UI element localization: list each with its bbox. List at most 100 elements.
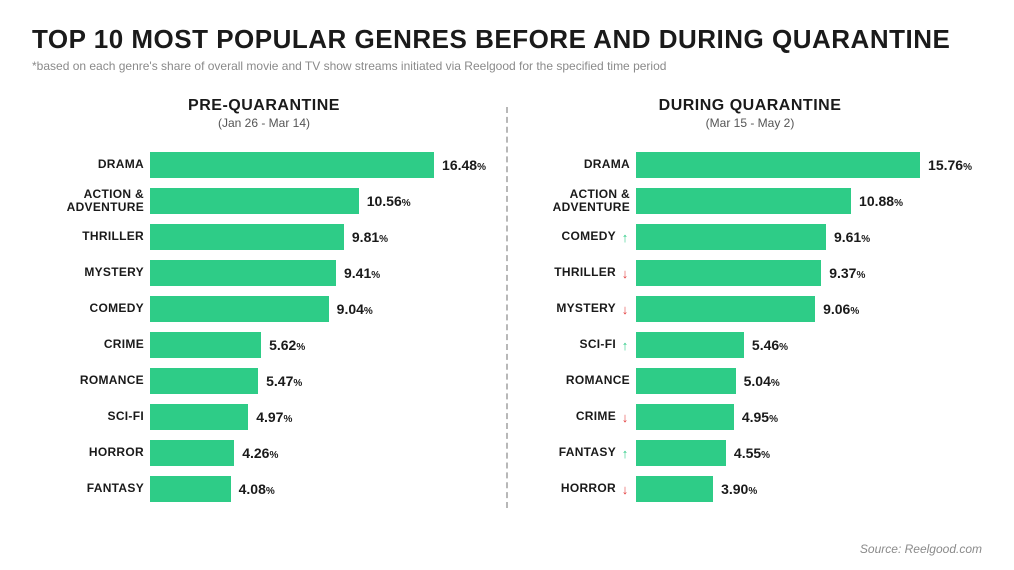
bar [636, 188, 851, 214]
bar-label: MYSTERY [84, 266, 144, 279]
arrow-up-icon: ↑ [620, 231, 630, 244]
bar-label: COMEDY [90, 302, 144, 315]
bar [636, 224, 826, 250]
bar-label-wrap: HORROR↓ [528, 482, 636, 495]
bar-row: HORROR↓ 3.90% [528, 472, 972, 506]
bar-row: CRIME↓ 4.95% [528, 400, 972, 434]
bar-value: 9.61% [834, 229, 870, 245]
bar-label: FANTASY [559, 446, 616, 459]
bar-value: 4.26% [242, 445, 278, 461]
bar-value: 4.95% [742, 409, 778, 425]
bar-value: 4.97% [256, 409, 292, 425]
bar [636, 152, 920, 178]
bar-label: ROMANCE [566, 374, 630, 387]
bar-label: THRILLER [554, 266, 616, 279]
bar-label-wrap: MYSTERY [42, 266, 150, 279]
bar-label: ACTION &ADVENTURE [553, 188, 630, 214]
arrow-down-icon: ↓ [620, 483, 630, 496]
bar-row: THRILLER ↓ 9.37% [528, 256, 972, 290]
bar-row: FANTASY 4.08% [42, 472, 486, 506]
bar-track: 16.48% [150, 152, 486, 178]
bar [150, 440, 234, 466]
bar-label-wrap: THRILLER ↓ [528, 266, 636, 279]
arrow-down-icon: ↓ [620, 267, 630, 280]
panel-during: DURING QUARANTINE (Mar 15 - May 2) DRAMA… [518, 97, 982, 508]
bar-row: ACTION &ADVENTURE 10.88% [528, 184, 972, 218]
bar-rows: DRAMA 15.76%ACTION &ADVENTURE 10.88% COMEDY… [528, 148, 972, 506]
bar-row: COMEDY ↑ 9.61% [528, 220, 972, 254]
bar [150, 296, 329, 322]
bar-label: ACTION &ADVENTURE [67, 188, 144, 214]
bar-value: 5.62% [269, 337, 305, 353]
bar [636, 332, 744, 358]
bar-label-wrap: SCI-FI↑ [528, 338, 636, 351]
bar-row: THRILLER9.81% [42, 220, 486, 254]
bar-value: 9.04% [337, 301, 373, 317]
bar-row: MYSTERY ↓ 9.06% [528, 292, 972, 326]
bar-value: 16.48% [442, 157, 486, 173]
bar-track: 4.97% [150, 404, 486, 430]
bar-track: 5.04% [636, 368, 972, 394]
bar-label-wrap: MYSTERY ↓ [528, 302, 636, 315]
bar-row: COMEDY 9.04% [42, 292, 486, 326]
bar [636, 260, 821, 286]
bar-track: 15.76% [636, 152, 972, 178]
arrow-up-icon: ↑ [620, 339, 630, 352]
bar [150, 332, 261, 358]
bar-row: HORROR 4.26% [42, 436, 486, 470]
bar-track: 4.55% [636, 440, 972, 466]
bar-label: SCI-FI [108, 410, 144, 423]
bar-value: 10.88% [859, 193, 903, 209]
arrow-down-icon: ↓ [620, 303, 630, 316]
bar-label-wrap: SCI-FI [42, 410, 150, 423]
bar-value: 9.06% [823, 301, 859, 317]
bar-track: 9.06% [636, 296, 972, 322]
bar-value: 5.46% [752, 337, 788, 353]
bar [150, 404, 248, 430]
bar-label: DRAMA [98, 158, 144, 171]
bar-track: 5.62% [150, 332, 486, 358]
bar-value: 5.04% [744, 373, 780, 389]
bar-track: 9.04% [150, 296, 486, 322]
bar-track: 5.47% [150, 368, 486, 394]
bar [150, 260, 336, 286]
bar-track: 9.61% [636, 224, 972, 250]
bar-label-wrap: COMEDY ↑ [528, 230, 636, 243]
bar [150, 224, 344, 250]
bar-track: 10.56% [150, 188, 486, 214]
bar [150, 476, 231, 502]
bar [636, 404, 734, 430]
bar-track: 9.81% [150, 224, 486, 250]
bar-value: 4.55% [734, 445, 770, 461]
bar-label: COMEDY [562, 230, 616, 243]
bar-label: CRIME [104, 338, 144, 351]
bar-label-wrap: DRAMA [528, 158, 636, 171]
panels-container: PRE-QUARANTINE (Jan 26 - Mar 14) DRAMA16… [32, 97, 982, 508]
bar-label-wrap: CRIME↓ [528, 410, 636, 423]
bar-value: 4.08% [239, 481, 275, 497]
bar-label-wrap: ACTION &ADVENTURE [528, 188, 636, 214]
bar-row: MYSTERY9.41% [42, 256, 486, 290]
arrow-up-icon: ↑ [620, 447, 630, 460]
panel-header: DURING QUARANTINE (Mar 15 - May 2) [528, 97, 972, 130]
panel-title: PRE-QUARANTINE [42, 97, 486, 115]
bar-value: 9.37% [829, 265, 865, 281]
bar [636, 296, 815, 322]
bar-value: 10.56% [367, 193, 411, 209]
bar-label: HORROR [89, 446, 144, 459]
bar-row: SCI-FI↑ 5.46% [528, 328, 972, 362]
bar-label: ROMANCE [80, 374, 144, 387]
bar [636, 368, 736, 394]
bar-label: CRIME [576, 410, 616, 423]
bar-row: SCI-FI 4.97% [42, 400, 486, 434]
bar-row: CRIME 5.62% [42, 328, 486, 362]
bar-label-wrap: THRILLER [42, 230, 150, 243]
panel-title: DURING QUARANTINE [528, 97, 972, 115]
bar-row: ROMANCE 5.04% [528, 364, 972, 398]
bar-label: MYSTERY [556, 302, 616, 315]
bar-track: 4.26% [150, 440, 486, 466]
bar-label-wrap: FANTASY [42, 482, 150, 495]
bar-label: DRAMA [584, 158, 630, 171]
bar-value: 3.90% [721, 481, 757, 497]
bar-track: 4.08% [150, 476, 486, 502]
